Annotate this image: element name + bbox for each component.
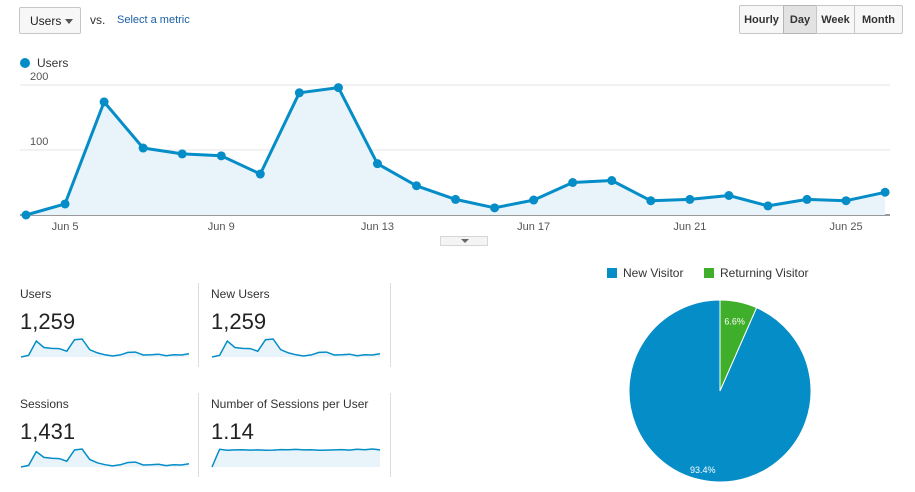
vs-label: vs. [90, 13, 106, 27]
data-point [216, 151, 226, 161]
data-point [138, 143, 148, 153]
data-point [646, 196, 656, 206]
data-point [451, 194, 461, 204]
data-point [372, 159, 382, 169]
divider [198, 283, 199, 367]
metric-new-users: New Users 1,259 [211, 287, 381, 335]
divider [390, 393, 391, 477]
data-point [763, 201, 773, 211]
pie-label-new-visitor: 93.4% [690, 465, 716, 475]
y-tick-label: 200 [30, 71, 48, 83]
granularity-hourly-button[interactable]: Hourly [739, 5, 784, 34]
x-tick-label: Jun 25 [830, 221, 863, 233]
legend-returning-visitor-label: Returning Visitor [720, 266, 809, 280]
x-tick-label: Jun 21 [673, 221, 706, 233]
data-point [841, 196, 851, 206]
data-point [490, 203, 500, 213]
sparkline [211, 448, 381, 468]
divider [390, 283, 391, 367]
sessions-per-user-sparkline [211, 448, 381, 468]
metric-users: Users 1,259 [20, 287, 190, 335]
metric-sessions: Sessions 1,431 [20, 397, 190, 445]
pie-slice-new-visitor [628, 299, 812, 483]
users-legend-dot [20, 58, 30, 68]
new-users-sparkline [211, 338, 381, 358]
caret-down-icon [461, 239, 469, 243]
data-point [255, 169, 265, 179]
visitor-pie-chart: 6.6% 93.4% [628, 299, 812, 483]
new-visitor-swatch [607, 268, 617, 278]
data-point [529, 195, 539, 205]
sparkline [20, 448, 190, 468]
metric-select-value: Users [30, 13, 62, 28]
users-legend-label: Users [37, 56, 69, 70]
sparkline [211, 338, 381, 358]
data-point [802, 194, 812, 204]
data-point [724, 191, 734, 200]
users-line-chart: 100 200 Jun 5 Jun 9 Jun 13 Jun 17 Jun 21 Jun 25 [20, 71, 890, 233]
metric-value: 1,259 [211, 309, 267, 334]
x-tick-label: Jun 5 [52, 221, 79, 233]
data-point [568, 178, 578, 187]
granularity-week-button[interactable]: Week [816, 5, 855, 34]
granularity-month-button[interactable]: Month [854, 5, 903, 34]
data-point [880, 187, 890, 197]
metric-label: New Users [211, 287, 270, 301]
data-point [607, 176, 617, 186]
returning-visitor-swatch [704, 268, 714, 278]
metric-sessions-per-user: Number of Sessions per User 1.14 [211, 397, 391, 445]
users-sparkline [20, 338, 190, 358]
sparkline [20, 338, 190, 358]
data-point [333, 83, 343, 93]
x-tick-label: Jun 13 [361, 221, 394, 233]
data-point [99, 97, 109, 107]
sparkline-fill [212, 339, 380, 357]
data-point [60, 199, 70, 209]
granularity-toggle: Hourly Day Week Month [739, 5, 903, 36]
data-point [294, 88, 304, 98]
pie-label-returning-visitor: 6.6% [724, 317, 745, 327]
granularity-day-button[interactable]: Day [783, 5, 817, 34]
data-point [412, 181, 421, 191]
sparkline-fill [21, 339, 189, 357]
sparkline-fill [21, 449, 189, 467]
legend-returning-visitor: Returning Visitor [704, 266, 809, 280]
metric-value: 1.14 [211, 419, 254, 444]
data-point [685, 194, 695, 204]
metric-value: 1,259 [20, 309, 76, 334]
x-tick-label: Jun 9 [208, 221, 235, 233]
divider [198, 393, 199, 477]
metric-label: Users [20, 287, 52, 301]
legend-new-visitor: New Visitor [607, 266, 683, 280]
metric-select[interactable]: Users [19, 7, 81, 34]
area-fill [26, 87, 886, 215]
data-point [177, 149, 187, 159]
metric-label: Number of Sessions per User [211, 397, 369, 411]
select-metric-link[interactable]: Select a metric [117, 14, 190, 26]
legend-new-visitor-label: New Visitor [623, 266, 684, 280]
chart-resize-handle[interactable] [440, 236, 488, 246]
metric-value: 1,431 [20, 419, 76, 444]
data-point [21, 210, 31, 220]
metric-label: Sessions [20, 397, 69, 411]
y-tick-label: 100 [30, 136, 48, 148]
sparkline-fill [212, 449, 380, 467]
sessions-sparkline [20, 448, 190, 468]
chevron-down-icon [65, 19, 73, 24]
x-tick-label: Jun 17 [517, 221, 550, 233]
